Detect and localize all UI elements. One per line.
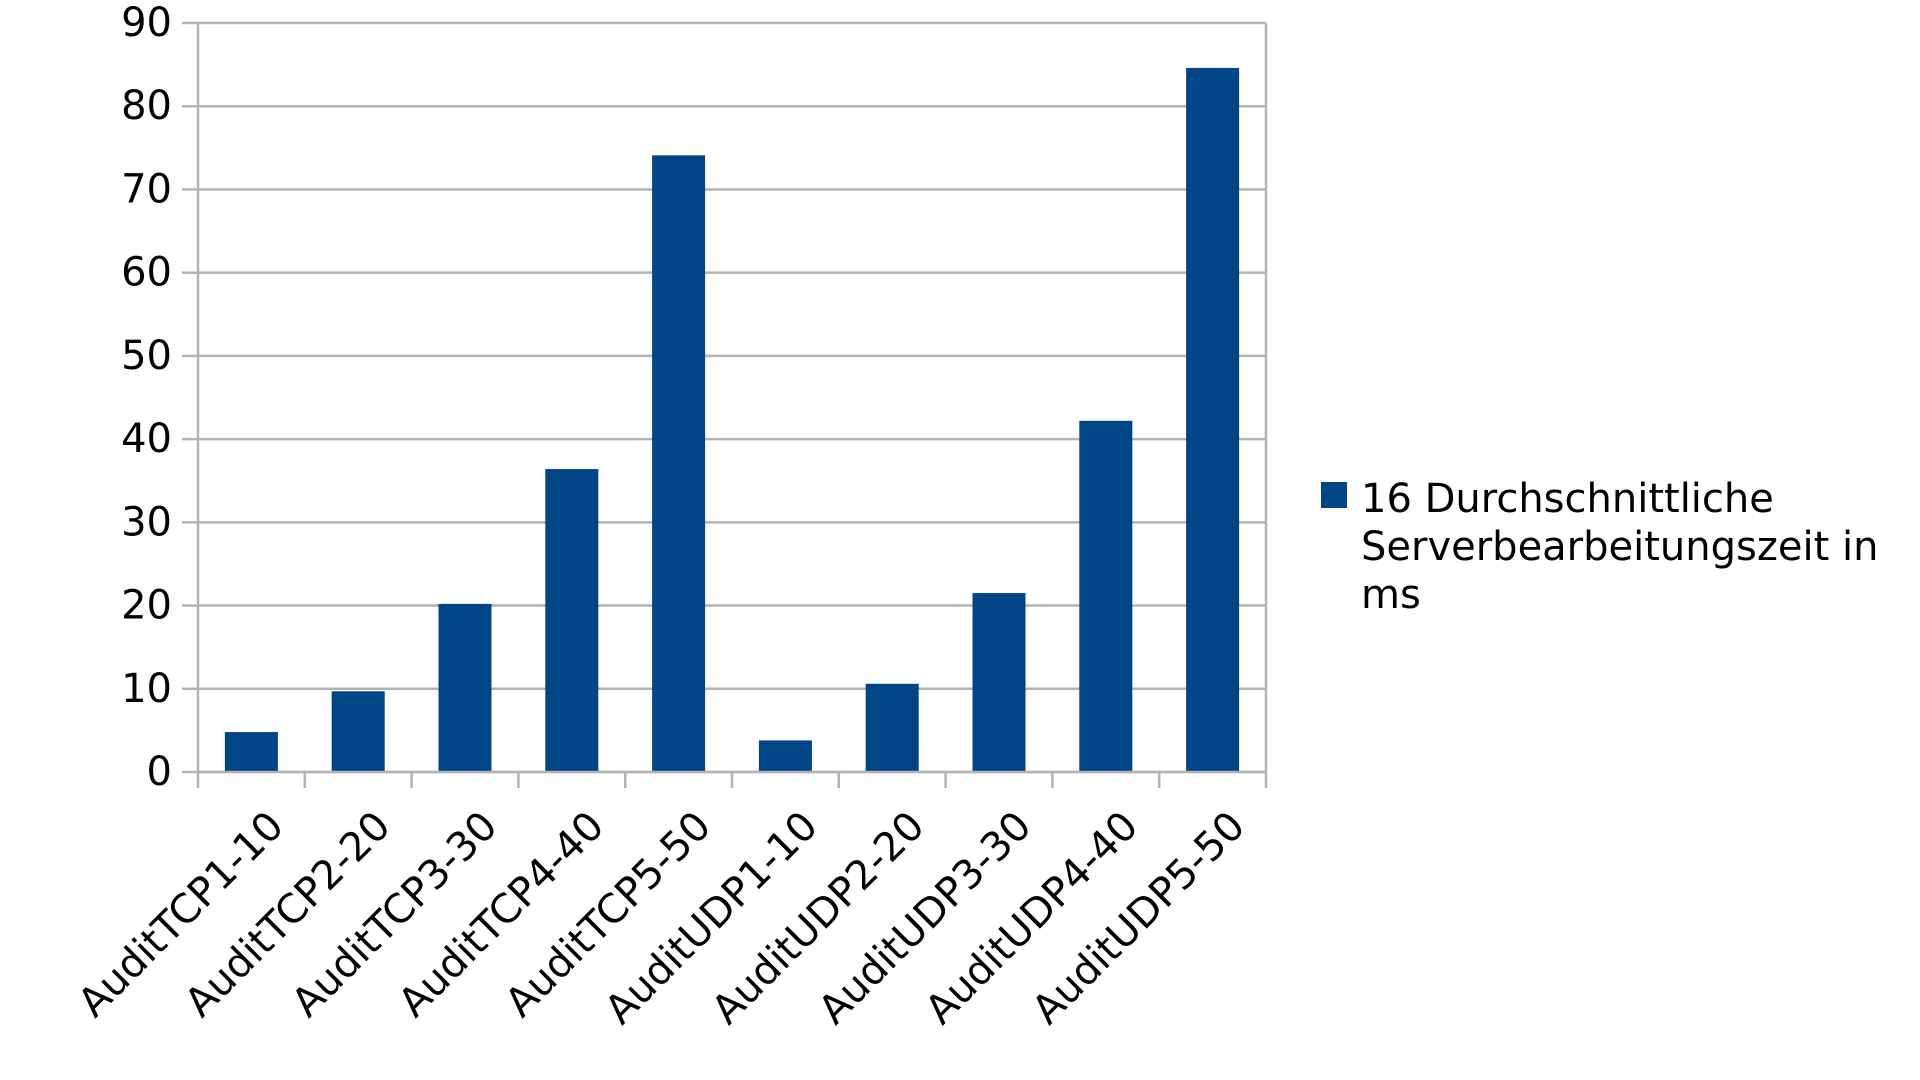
y-tick-label-10: 10: [121, 666, 172, 712]
y-tick-label-40: 40: [121, 416, 172, 462]
bar-AuditUDP1-10: [758, 740, 812, 772]
y-tick-label-0: 0: [147, 749, 172, 795]
y-tick-label-90: 90: [121, 0, 172, 46]
y-tick-label-30: 30: [121, 499, 172, 545]
legend-label: 16 Durchschnittliche Serverbearbeitungsz…: [1361, 476, 1879, 618]
bar-AuditTCP5-50: [652, 155, 706, 772]
axes: [182, 21, 1268, 788]
bar-AuditUDP3-30: [972, 593, 1026, 772]
legend-swatch: [1321, 482, 1347, 508]
bar-AuditUDP5-50: [1186, 67, 1240, 772]
bar-AuditUDP2-20: [865, 683, 919, 772]
bar-AuditTCP3-30: [438, 603, 492, 772]
x-tick-labels: AuditTCP1-10AuditTCP2-20AuditTCP3-30Audi…: [70, 803, 1255, 1033]
bar-AuditTCP2-20: [331, 691, 385, 772]
legend: 16 Durchschnittliche Serverbearbeitungsz…: [1321, 475, 1911, 619]
bars: [224, 67, 1240, 772]
y-tick-labels: 0 10 20 30 40 50 60 70 80 90: [121, 0, 172, 795]
y-tick-label-60: 60: [121, 250, 172, 296]
y-tick-label-50: 50: [121, 333, 172, 379]
bar-AuditUDP4-40: [1079, 420, 1133, 772]
y-tick-label-20: 20: [121, 583, 172, 629]
bar-AuditTCP4-40: [545, 469, 599, 772]
grid-lines: [198, 21, 1266, 774]
y-tick-label-70: 70: [121, 166, 172, 212]
y-tick-label-80: 80: [121, 83, 172, 129]
bar-AuditTCP1-10: [224, 732, 278, 772]
